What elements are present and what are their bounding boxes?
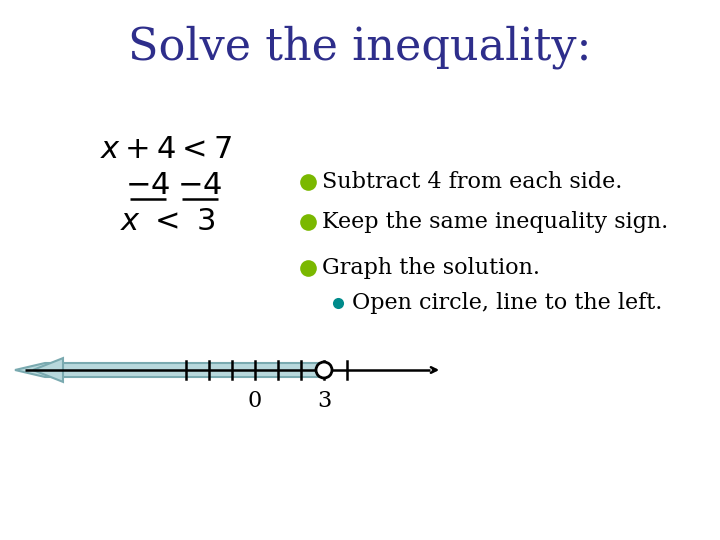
Text: 0: 0 (248, 390, 262, 412)
Text: $x + 4 < 7$: $x + 4 < 7$ (100, 134, 232, 165)
Polygon shape (33, 358, 63, 382)
Text: Graph the solution.: Graph the solution. (322, 257, 540, 279)
Text: Keep the same inequality sign.: Keep the same inequality sign. (322, 211, 668, 233)
Text: Open circle, line to the left.: Open circle, line to the left. (352, 292, 662, 314)
Text: $-4$: $-4$ (125, 170, 171, 200)
Text: 3: 3 (317, 390, 331, 412)
Text: Solve the inequality:: Solve the inequality: (128, 25, 592, 69)
Text: $-4$: $-4$ (177, 170, 222, 200)
Polygon shape (15, 363, 324, 377)
Circle shape (316, 362, 332, 378)
Text: $x \ < \ 3$: $x \ < \ 3$ (120, 206, 215, 238)
Text: Subtract 4 from each side.: Subtract 4 from each side. (322, 171, 622, 193)
